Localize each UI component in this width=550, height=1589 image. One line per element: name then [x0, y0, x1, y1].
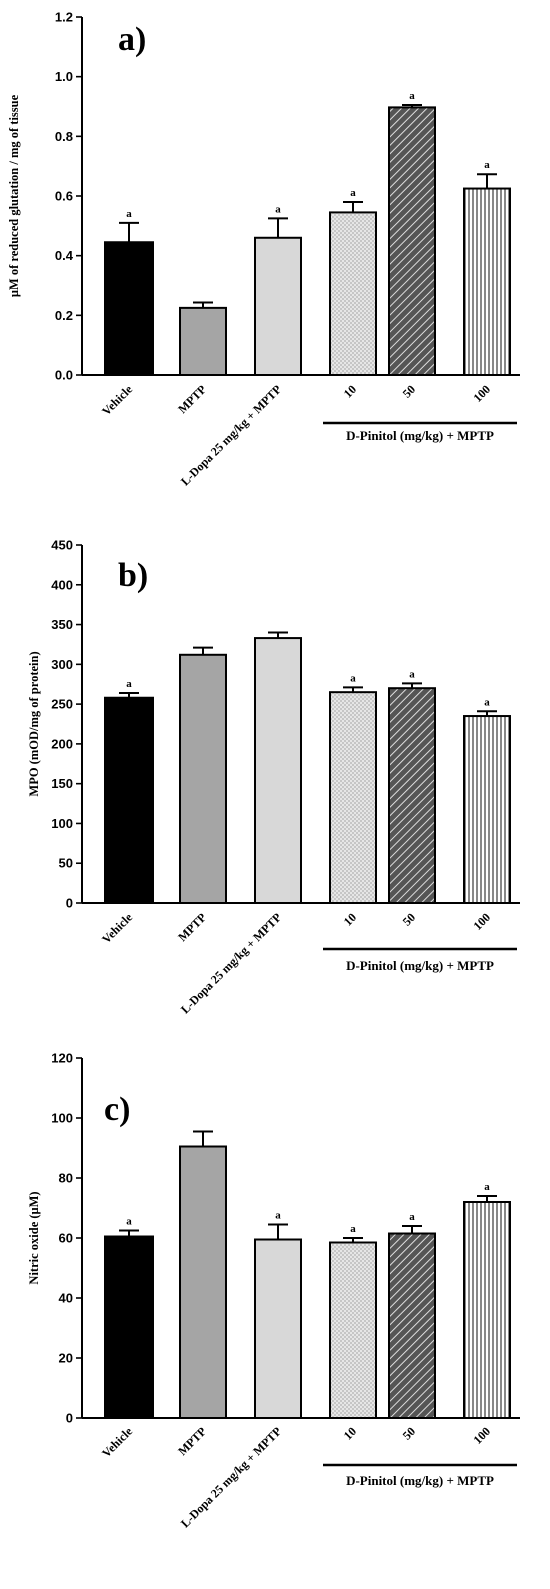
y-tick-label: 120 — [51, 1051, 73, 1066]
bar-5 — [388, 106, 436, 377]
panel-tag: c) — [104, 1091, 130, 1128]
significance-label: a — [409, 668, 415, 680]
bar-2 — [179, 306, 227, 376]
category-label: 100 — [470, 910, 493, 933]
y-tick-label: 60 — [59, 1231, 73, 1246]
bar-5 — [388, 687, 436, 905]
significance-label: a — [126, 678, 132, 690]
bar-5 — [388, 1232, 436, 1419]
significance-label: a — [350, 672, 356, 684]
group-label: D-Pinitol (mg/kg) + MPTP — [346, 1473, 494, 1488]
category-label: MPTP — [175, 910, 209, 944]
bar-3 — [254, 637, 302, 905]
panel-tag: b) — [118, 557, 148, 594]
significance-label: a — [275, 203, 281, 215]
y-tick-label: 80 — [59, 1171, 73, 1186]
significance-label: a — [409, 90, 415, 102]
bar-3 — [254, 236, 302, 376]
bar-4 — [329, 691, 377, 905]
y-tick-label: 100 — [51, 1111, 73, 1126]
category-label: Vehicle — [99, 1424, 135, 1460]
y-tick-label: 0.0 — [55, 368, 73, 383]
significance-label: a — [484, 696, 490, 708]
y-tick-label: 250 — [51, 697, 73, 712]
bar-1 — [104, 696, 154, 904]
y-tick-label: 400 — [51, 577, 73, 592]
panel-2: 0 50 100 150 200 250 300 350 400 450 MPO (mOD/mg o… — [27, 538, 520, 1016]
panel-1: 0.0 0.2 0.4 0.6 0.8 1.0 1.2 μM of reduced gluta… — [7, 10, 520, 488]
category-label: MPTP — [175, 1424, 209, 1458]
bar-6 — [463, 715, 511, 904]
bar-4 — [329, 211, 377, 376]
y-tick-label: 50 — [59, 856, 73, 871]
category-label: Vehicle — [99, 382, 135, 418]
significance-label: a — [409, 1211, 415, 1223]
significance-label: a — [126, 208, 132, 220]
category-label: 100 — [470, 382, 493, 405]
bar-1 — [104, 1235, 154, 1419]
bar-3 — [254, 1238, 302, 1419]
category-label: 10 — [341, 910, 359, 928]
y-tick-label: 1.2 — [55, 10, 73, 25]
panel-3: 0 20 40 60 80 100 120 Nitric oxide (μM) c) a Vehic… — [27, 1051, 520, 1530]
y-tick-label: 20 — [59, 1351, 73, 1366]
y-tick-label: 0.4 — [55, 248, 74, 263]
y-tick-label: 300 — [51, 657, 73, 672]
y-tick-label: 100 — [51, 816, 73, 831]
category-label: 50 — [400, 910, 418, 928]
significance-label: a — [484, 1181, 490, 1193]
category-label: MPTP — [175, 382, 209, 416]
y-axis-label: MPO (mOD/mg of protein) — [27, 651, 41, 796]
category-label: 50 — [400, 1424, 418, 1442]
bar-6 — [463, 1201, 511, 1419]
significance-label: a — [275, 1210, 281, 1222]
significance-label: a — [484, 159, 490, 171]
bar-2 — [179, 653, 227, 905]
panel-tag: a) — [118, 21, 146, 58]
category-label: Vehicle — [99, 910, 135, 946]
bar-2 — [179, 1145, 227, 1419]
significance-label: a — [126, 1216, 132, 1228]
category-label: 10 — [341, 382, 359, 400]
category-label: 10 — [341, 1424, 359, 1442]
y-tick-label: 450 — [51, 538, 73, 553]
bar-1 — [104, 241, 154, 376]
y-tick-label: 0.8 — [55, 129, 73, 144]
y-tick-label: 0 — [66, 1411, 73, 1426]
y-axis-label: μM of reduced glutation / mg of tissue — [7, 94, 21, 297]
y-tick-label: 0.6 — [55, 189, 73, 204]
y-tick-label: 0.2 — [55, 308, 73, 323]
y-tick-label: 150 — [51, 776, 73, 791]
significance-label: a — [350, 1223, 356, 1235]
y-tick-label: 350 — [51, 617, 73, 632]
y-tick-label: 0 — [66, 896, 73, 911]
group-label: D-Pinitol (mg/kg) + MPTP — [346, 958, 494, 973]
category-label: 100 — [470, 1424, 493, 1447]
group-label: D-Pinitol (mg/kg) + MPTP — [346, 428, 494, 443]
y-tick-label: 200 — [51, 736, 73, 751]
y-tick-label: 1.0 — [55, 69, 73, 84]
bar-4 — [329, 1241, 377, 1419]
bar-6 — [463, 187, 511, 376]
category-label: 50 — [400, 382, 418, 400]
y-tick-label: 40 — [59, 1291, 73, 1306]
significance-label: a — [350, 187, 356, 199]
y-axis-label: Nitric oxide (μM) — [27, 1191, 41, 1284]
